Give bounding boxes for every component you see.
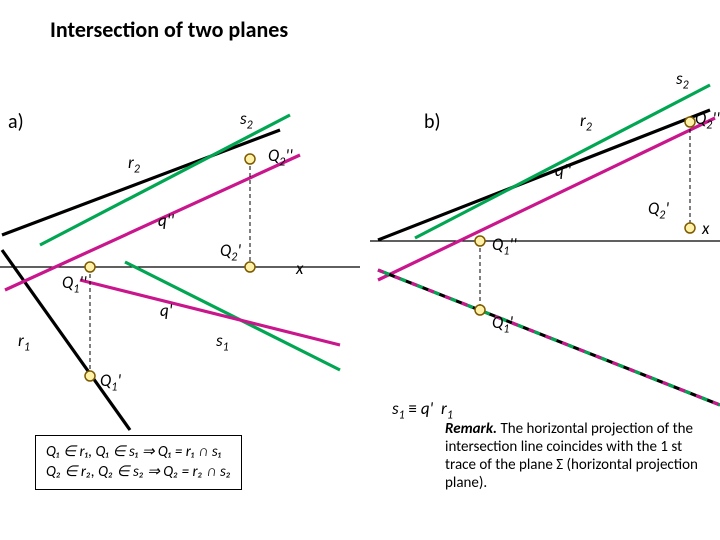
lbl-r2-b: r2 (580, 110, 592, 134)
lbl-r1-a: r1 (18, 330, 30, 354)
line-q2-a (5, 155, 300, 290)
pt-q2p-b (685, 223, 695, 233)
pt-q1pp-b (475, 236, 485, 246)
panel-a-label: a) (8, 110, 24, 134)
lbl-s2-top-b: s2 (676, 68, 689, 92)
pt-q2p-a (245, 262, 255, 272)
lbl-Q2p-a: Q2' (220, 240, 241, 264)
lbl-q2-a: q'' (158, 210, 174, 231)
line-q1-a (80, 280, 340, 345)
lbl-Q1p-a: Q1' (100, 370, 121, 394)
lbl-Q1p-b: Q1' (492, 312, 513, 336)
pt-q2pp-a (245, 154, 255, 164)
lbl-x-a: x (296, 258, 303, 279)
lbl-Q1pp-a: Q1'' (62, 272, 87, 296)
lbl-q1-a: q' (160, 300, 173, 321)
lbl-q2-b: q'' (555, 160, 571, 181)
lbl-Q2pp-a: Q2'' (268, 145, 293, 169)
pt-q2pp-b (685, 117, 695, 127)
lbl-Q2pp-b: Q2'' (695, 108, 720, 132)
pt-q1pp-a (85, 262, 95, 272)
remark-heading: Remark. (445, 420, 497, 438)
eq-line2: Q₂ ∈ r₂, Q₂ ∈ s₂ ⇒ Q₂ = r₂ ∩ s₂ (46, 462, 231, 482)
pt-q1p-b (475, 305, 485, 315)
line-s1-a (125, 262, 340, 370)
eq-line1: Q₁ ∈ r₁, Q₁ ∈ s₁ ⇒ Q₁ = r₁ ∩ s₁ (46, 442, 231, 462)
panel-b-label: b) (424, 110, 441, 134)
lbl-s1q1r1-b: s1 ≡ q' r1 (392, 398, 453, 422)
lbl-Q1pp-b: Q1'' (492, 234, 517, 258)
lbl-s1-a: s1 (216, 330, 229, 354)
remark-text: Remark. The horizontal projection of the… (445, 420, 705, 492)
pt-q1p-a (85, 371, 95, 381)
equations-box: Q₁ ∈ r₁, Q₁ ∈ s₁ ⇒ Q₁ = r₁ ∩ s₁ Q₂ ∈ r₂,… (35, 435, 242, 490)
lbl-s2-a: s2 (240, 108, 253, 132)
line-s1r1q1-mag (378, 270, 720, 405)
lbl-r2-a: r2 (128, 152, 140, 176)
lbl-Q2p-b: Q2' (648, 198, 669, 222)
lbl-x-b: x (702, 218, 709, 239)
